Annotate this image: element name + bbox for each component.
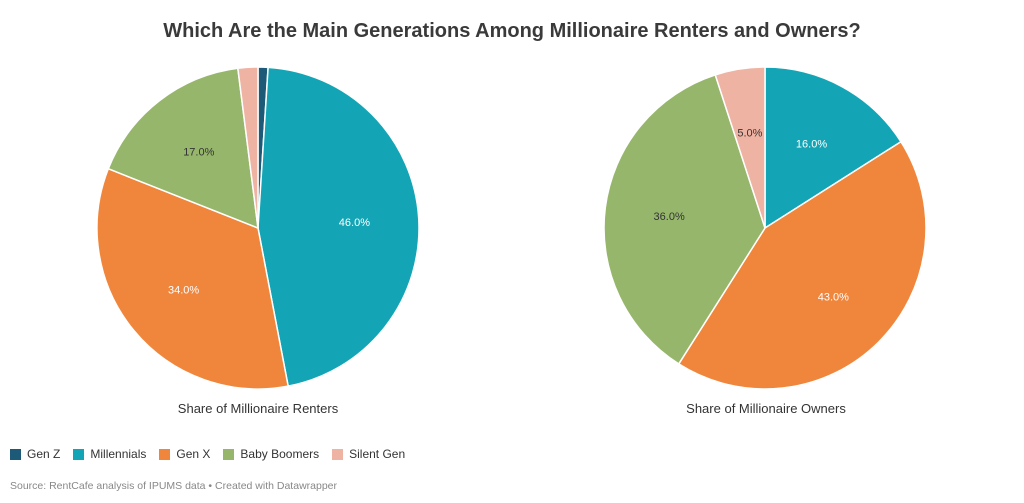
pie-slice-millennials bbox=[257, 66, 420, 388]
pie-slice-silent-gen bbox=[236, 66, 259, 229]
legend-label: Gen X bbox=[176, 447, 211, 461]
legend-swatch bbox=[73, 448, 85, 460]
data-label-silent-gen: 5.0% bbox=[737, 128, 762, 140]
legend-label: Gen Z bbox=[27, 447, 61, 461]
data-label-gen-x: 34.0% bbox=[168, 285, 199, 297]
legend-item-millennials: Millennials bbox=[73, 447, 146, 461]
legend: Gen Z Millennials Gen X Baby Boomers Sil… bbox=[10, 446, 418, 462]
pie-chart-renters: 46.0% 34.0% 17.0% bbox=[96, 66, 420, 390]
legend-label: Millennials bbox=[90, 447, 147, 461]
legend-swatch bbox=[223, 448, 235, 460]
legend-label: Silent Gen bbox=[349, 447, 406, 461]
data-label-millennials: 16.0% bbox=[796, 138, 827, 150]
legend-swatch bbox=[332, 448, 344, 460]
legend-item-silent-gen: Silent Gen bbox=[332, 447, 405, 461]
pie-title-renters: Share of Millionaire Renters bbox=[177, 401, 339, 416]
pie-title-owners: Share of Millionaire Owners bbox=[686, 401, 846, 416]
legend-swatch bbox=[10, 448, 21, 460]
legend-item-gen-x: Gen X bbox=[159, 447, 210, 461]
data-label-baby-boomers: 17.0% bbox=[183, 147, 214, 159]
pie-slice-silent-gen bbox=[714, 66, 766, 229]
legend-item-gen-z: Gen Z bbox=[10, 447, 60, 461]
pie-chart-owners: 16.0% 43.0% 36.0% 5.0% bbox=[603, 66, 927, 390]
source-note: Source: RentCafe analysis of IPUMS data … bbox=[10, 480, 337, 492]
data-label-millennials: 46.0% bbox=[339, 217, 370, 229]
pie-slice-baby-boomers bbox=[107, 67, 259, 230]
legend-item-baby-boomers: Baby Boomers bbox=[223, 447, 319, 461]
legend-swatch bbox=[159, 448, 171, 460]
pie-slice-gen-x bbox=[677, 140, 927, 390]
pie-slice-baby-boomers bbox=[603, 73, 766, 365]
chart-title: Which Are the Main Generations Among Mil… bbox=[163, 20, 861, 42]
legend-label: Baby Boomers bbox=[240, 447, 320, 461]
pie-slice-millennials bbox=[764, 66, 902, 230]
data-label-gen-x: 43.0% bbox=[818, 291, 849, 303]
pie-slice-gen-x bbox=[96, 167, 290, 390]
data-label-baby-boomers: 36.0% bbox=[654, 211, 685, 223]
